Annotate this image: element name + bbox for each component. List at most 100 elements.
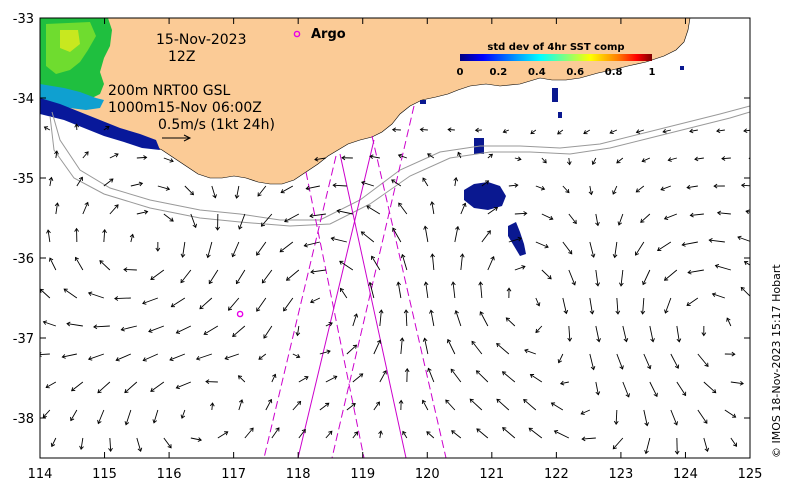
- lat-tick-label: -33: [13, 12, 34, 27]
- velocity-vector: [400, 338, 403, 355]
- velocity-vector: [455, 310, 462, 327]
- velocity-vector: [560, 381, 569, 385]
- velocity-arrowhead: [371, 255, 376, 260]
- velocity-arrowhead: [397, 153, 403, 159]
- colorbar-tick-label: 0.2: [490, 67, 508, 78]
- velocity-vector: [508, 237, 522, 243]
- velocity-vector: [80, 437, 84, 450]
- velocity-vector: [142, 297, 159, 304]
- velocity-arrowhead: [474, 127, 480, 133]
- velocity-arrowhead: [352, 344, 358, 349]
- velocity-vector: [169, 353, 186, 361]
- velocity-vector: [236, 185, 240, 199]
- velocity-arrowhead: [595, 282, 600, 287]
- velocity-arrowhead: [618, 282, 624, 287]
- velocity-arrowhead: [150, 387, 155, 392]
- velocity-vector: [426, 431, 435, 439]
- velocity-arrowhead: [471, 340, 476, 345]
- velocity-vector: [184, 185, 194, 196]
- velocity-vector: [454, 177, 457, 187]
- velocity-vector: [153, 409, 159, 424]
- velocity-arrowhead: [340, 287, 344, 292]
- velocity-vector: [284, 213, 300, 223]
- velocity-vector: [460, 254, 463, 271]
- velocity-arrowhead: [249, 427, 254, 432]
- velocity-arrowhead: [568, 250, 573, 255]
- velocity-vector: [182, 241, 186, 258]
- lon-tick-label: 121: [479, 467, 504, 482]
- velocity-arrowhead: [267, 398, 273, 404]
- velocity-vector: [325, 322, 333, 327]
- velocity-arrowhead: [328, 430, 333, 435]
- velocity-arrowhead: [366, 205, 371, 210]
- colorbar-title: std dev of 4hr SST comp: [487, 42, 624, 53]
- velocity-arrowhead: [490, 256, 495, 261]
- velocity-arrowhead: [199, 305, 204, 310]
- velocity-arrowhead: [580, 410, 585, 415]
- velocity-arrowhead: [748, 157, 750, 160]
- velocity-arrowhead: [591, 160, 597, 166]
- velocity-arrowhead: [180, 278, 185, 284]
- velocity-arrowhead: [400, 253, 406, 259]
- velocity-vector: [427, 368, 435, 383]
- velocity-arrowhead: [547, 275, 552, 280]
- velocity-vector: [352, 373, 363, 383]
- velocity-arrowhead: [105, 126, 110, 130]
- velocity-vector: [352, 313, 358, 327]
- velocity-vector: [263, 325, 273, 339]
- velocity-vector: [271, 374, 276, 383]
- velocity-arrowhead: [48, 176, 54, 182]
- velocity-arrowhead: [714, 264, 720, 269]
- velocity-arrowhead: [61, 354, 66, 359]
- velocity-vector: [337, 210, 353, 215]
- velocity-arrowhead: [197, 437, 202, 442]
- velocity-vector: [622, 381, 630, 398]
- velocity-vector: [265, 399, 272, 411]
- velocity-arrowhead: [404, 367, 410, 373]
- velocity-arrowhead: [296, 353, 301, 359]
- velocity-arrowhead: [192, 223, 198, 229]
- velocity-vector: [616, 297, 619, 314]
- velocity-vector: [71, 381, 84, 392]
- velocity-arrowhead: [79, 445, 84, 450]
- velocity-vector: [208, 269, 219, 284]
- velocity-arrowhead: [673, 421, 678, 426]
- velocity-arrowhead: [583, 130, 588, 135]
- velocity-arrowhead: [284, 218, 289, 223]
- velocity-arrowhead: [674, 364, 680, 369]
- velocity-arrowhead: [332, 182, 337, 188]
- velocity-vector: [595, 325, 600, 342]
- velocity-vector: [752, 344, 757, 354]
- velocity-vector: [709, 239, 725, 243]
- velocity-arrowhead: [123, 267, 128, 272]
- velocity-arrowhead: [595, 391, 601, 396]
- velocity-arrowhead: [280, 189, 285, 194]
- velocity-arrowhead: [114, 153, 119, 158]
- velocity-arrowhead: [454, 310, 459, 315]
- velocity-arrowhead: [120, 326, 125, 332]
- velocity-arrowhead: [663, 276, 669, 281]
- velocity-arrowhead: [326, 349, 331, 355]
- velocity-vector: [741, 184, 750, 187]
- velocity-arrowhead: [54, 150, 59, 155]
- velocity-vector: [535, 297, 540, 306]
- velocity-vector: [369, 282, 375, 299]
- velocity-vector: [62, 353, 77, 358]
- lon-tick-label: 118: [286, 467, 311, 482]
- velocity-arrowhead: [739, 380, 744, 386]
- track-solid-a: [297, 139, 375, 458]
- velocity-arrowhead: [566, 161, 572, 166]
- velocity-arrowhead: [279, 248, 284, 253]
- velocity-vector: [391, 179, 402, 187]
- velocity-arrowhead: [403, 309, 409, 314]
- velocity-vector: [55, 151, 58, 159]
- velocity-arrowhead: [235, 279, 240, 285]
- velocity-vector: [703, 437, 709, 452]
- velocity-vector: [232, 325, 246, 337]
- velocity-vector: [346, 344, 357, 355]
- velocity-vector: [286, 269, 300, 281]
- velocity-vector: [643, 409, 648, 426]
- velocity-vector: [528, 427, 543, 439]
- velocity-arrowhead: [590, 253, 596, 258]
- velocity-vector: [615, 409, 618, 425]
